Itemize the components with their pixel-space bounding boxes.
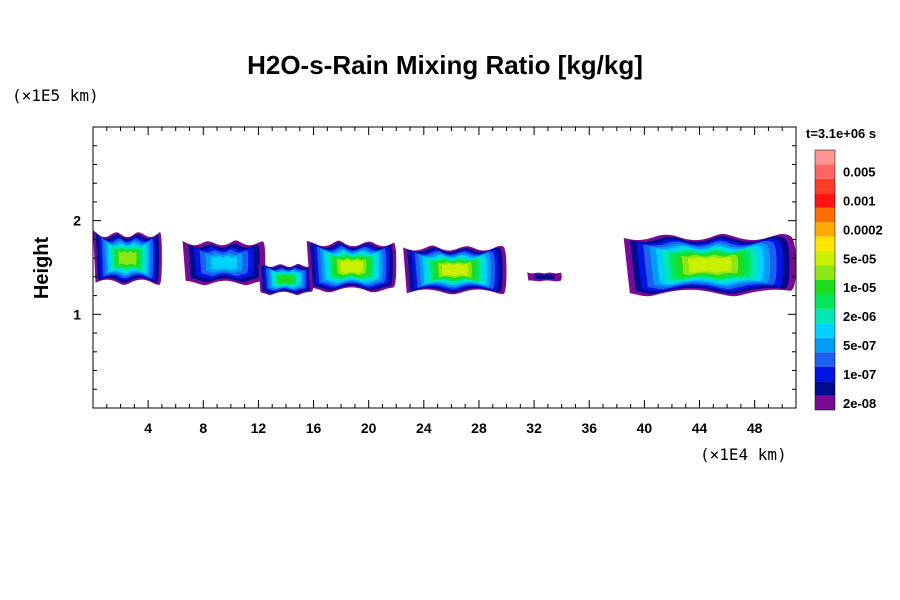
x-tick-label: 48 — [747, 420, 763, 436]
colorbar-label: 2e-08 — [843, 396, 876, 411]
colorbar-label: 0.001 — [843, 194, 876, 209]
x-unit-label: (×1E4 km) — [700, 445, 787, 464]
colorbar-swatch — [815, 150, 835, 165]
y-axis-label: Height — [31, 237, 53, 300]
colorbar-swatch — [815, 366, 835, 382]
colorbar-swatch — [815, 323, 835, 338]
y-unit-label: (×1E5 km) — [12, 86, 99, 105]
colorbar-swatch — [815, 178, 835, 194]
time-label: t=3.1e+06 s — [806, 126, 876, 141]
cloud-3-level-10 — [340, 259, 363, 274]
colorbar-label: 0.005 — [843, 165, 876, 180]
colorbar-swatch — [815, 308, 835, 324]
plot-frame — [92, 126, 797, 409]
x-tick-label: 40 — [637, 420, 653, 436]
y-tick-label: 2 — [73, 213, 81, 229]
colorbar-swatch — [815, 251, 835, 266]
cloud-5-level-1 — [534, 274, 555, 280]
colorbar-swatch — [815, 280, 835, 295]
x-tick-label: 28 — [471, 420, 487, 436]
x-tick-label: 20 — [361, 420, 377, 436]
colorbar-swatch — [815, 193, 835, 208]
colorbar-swatch — [815, 337, 835, 353]
cloud-6-level-10 — [687, 256, 732, 273]
colorbar-swatch — [815, 294, 835, 309]
colorbar-swatch — [815, 236, 835, 252]
cloud-4-level-10 — [441, 263, 468, 277]
colorbar-swatch — [815, 265, 835, 280]
colorbar-label: 1e-07 — [843, 367, 876, 382]
x-tick-label: 32 — [526, 420, 542, 436]
colorbar-label: 0.0002 — [843, 222, 883, 237]
colorbar-swatch — [815, 352, 835, 367]
colorbar-label: 5e-07 — [843, 338, 876, 353]
colorbar-swatch — [815, 164, 835, 179]
colorbar-swatch — [815, 222, 835, 237]
colorbar-swatch — [815, 395, 835, 410]
x-tick-label: 44 — [692, 420, 708, 436]
x-tick-label: 24 — [416, 420, 432, 436]
x-tick-label: 36 — [581, 420, 597, 436]
colorbar: 2e-08 1e-07 5e-07 2e-06 1e-05 5e-05 0.0002 0.00… — [814, 149, 883, 411]
x-tick-label: 12 — [251, 420, 267, 436]
colorbar-swatch — [815, 381, 835, 396]
cloud-0-level-9 — [118, 250, 137, 266]
cloud-2-level-8 — [278, 275, 294, 284]
x-tick-label: 4 — [144, 420, 152, 436]
colorbar-label: 2e-06 — [843, 309, 876, 324]
colorbar-swatch — [815, 207, 835, 223]
colorbar-label: 1e-05 — [843, 280, 876, 295]
chart-title: H2O-s-Rain Mixing Ratio [kg/kg] — [247, 50, 643, 80]
cloud-1-level-5 — [210, 255, 237, 270]
y-tick-label: 1 — [73, 306, 81, 322]
colorbar-label: 5e-05 — [843, 251, 876, 266]
mixing-ratio-field — [93, 230, 796, 297]
x-tick-label: 16 — [306, 420, 322, 436]
x-tick-label: 8 — [199, 420, 207, 436]
